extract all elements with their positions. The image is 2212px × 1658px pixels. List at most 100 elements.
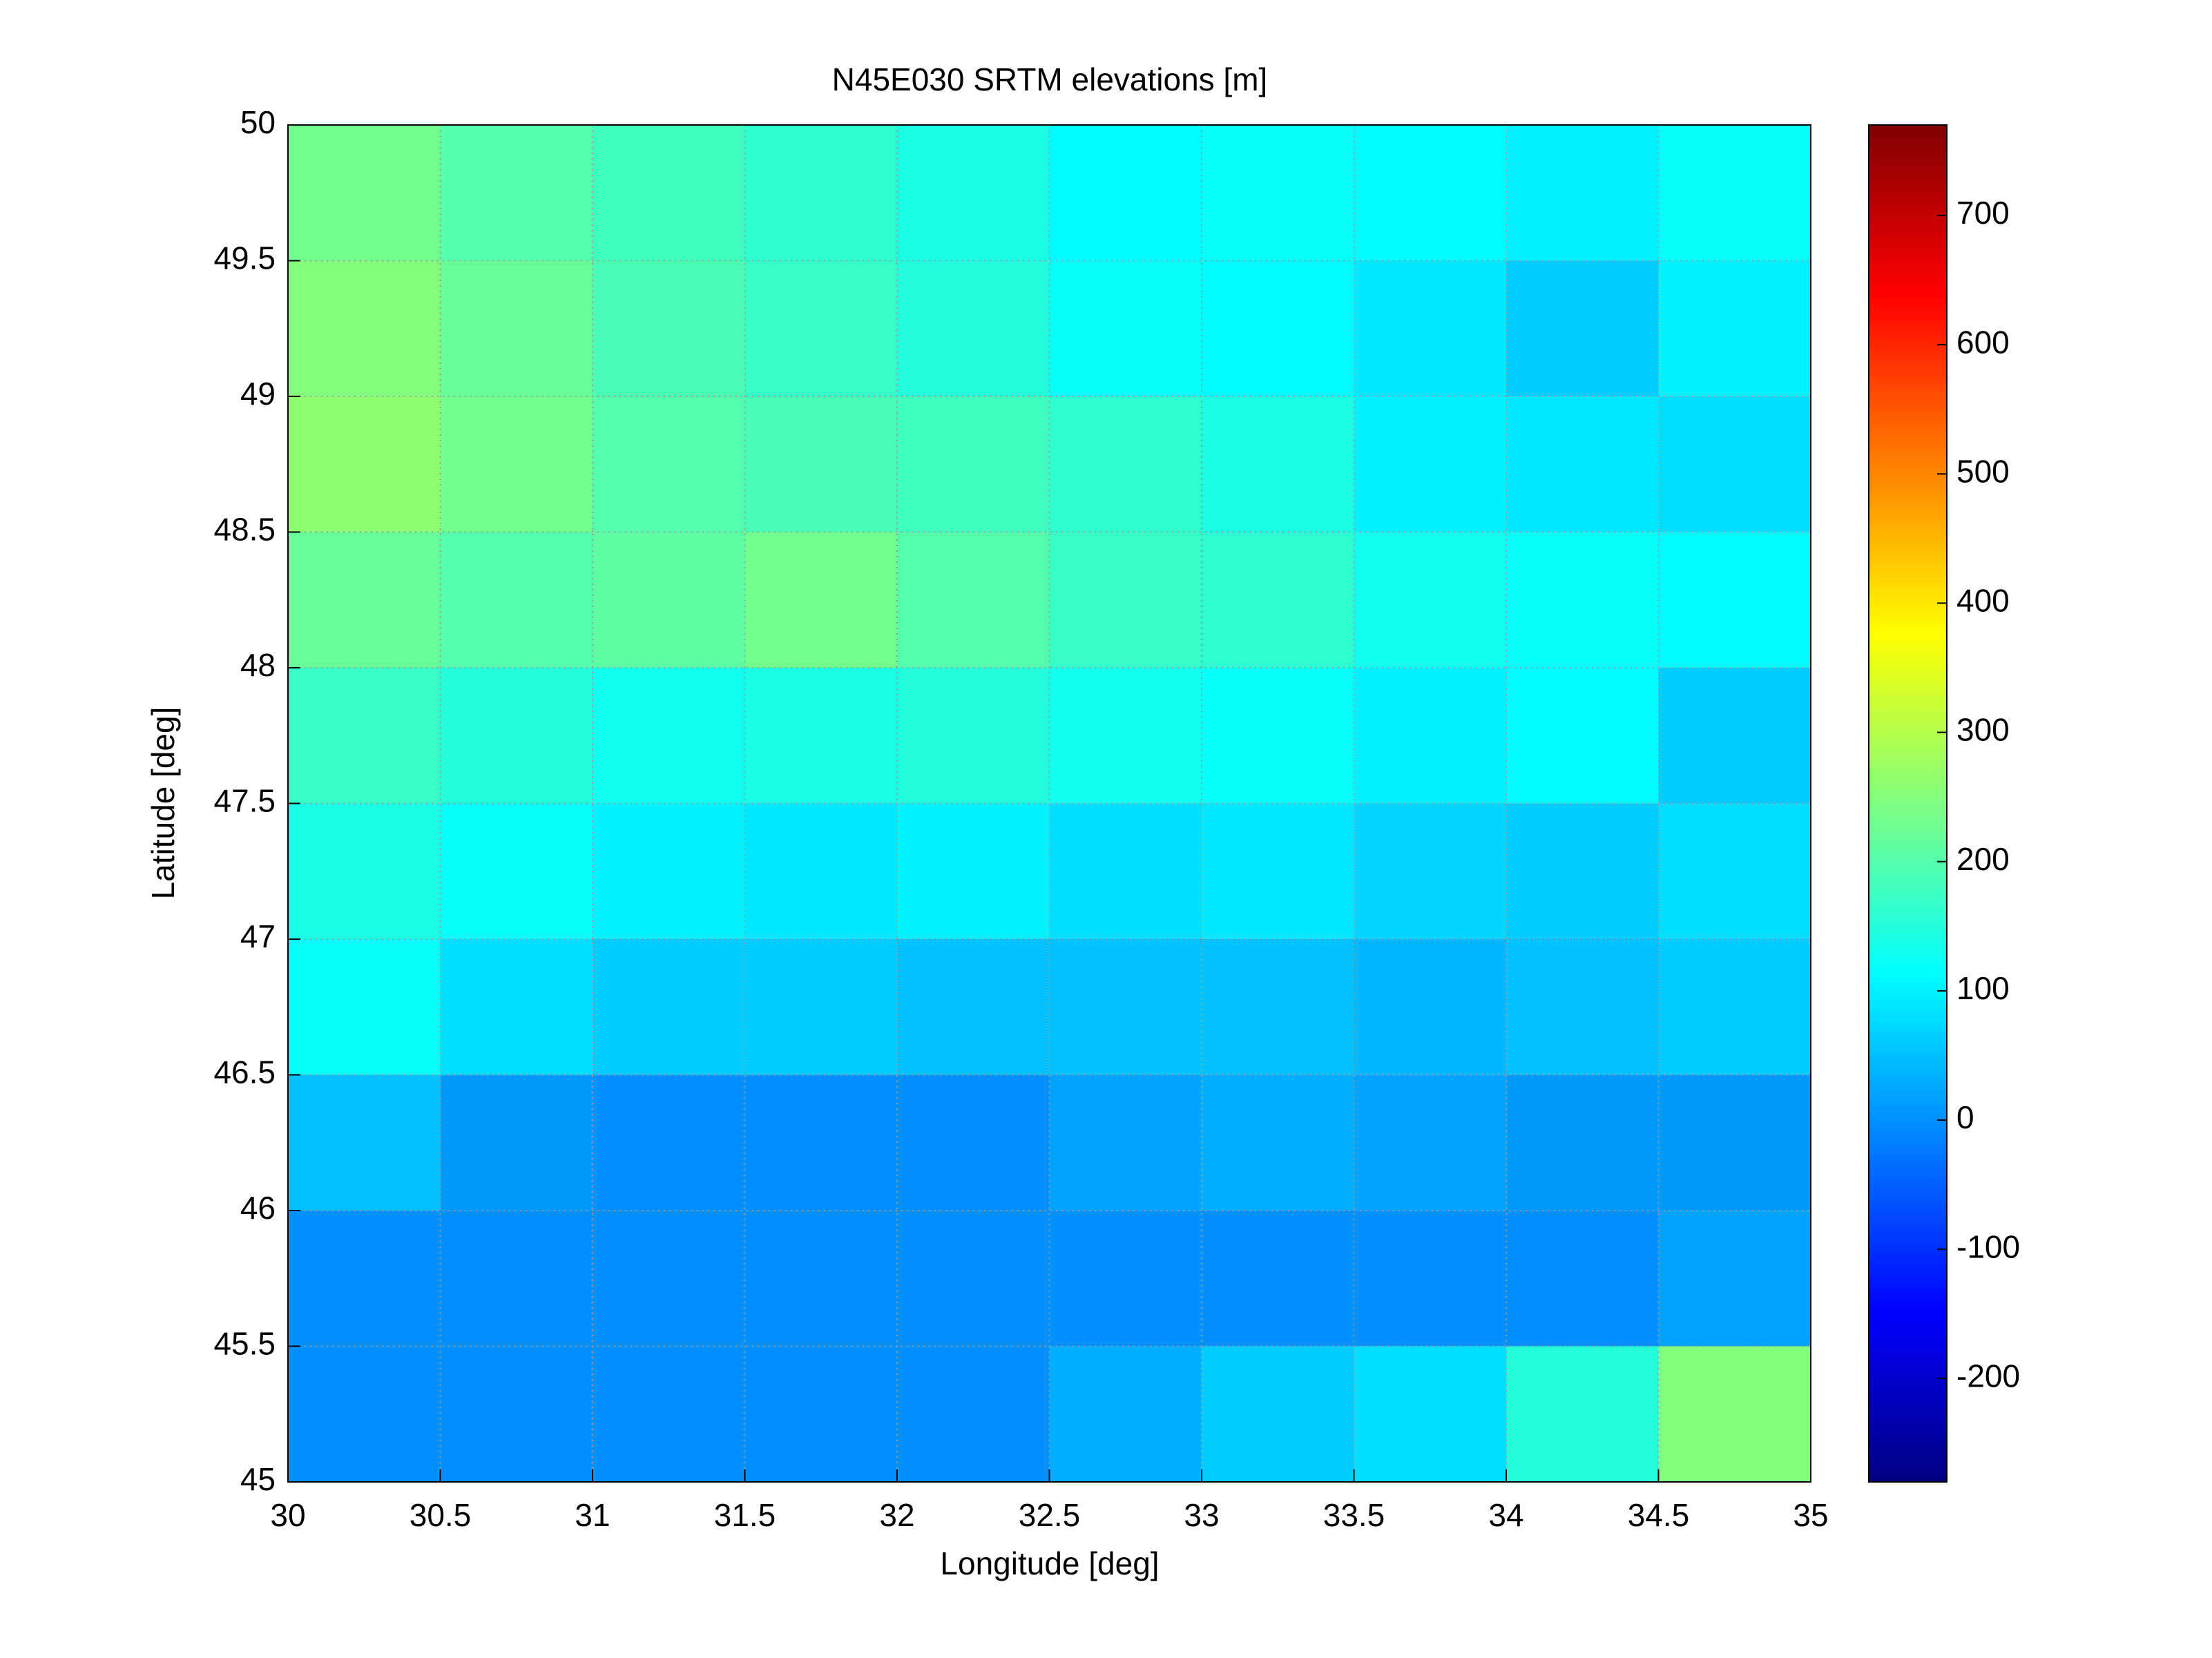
- heatmap-cell: [1202, 668, 1354, 804]
- heatmap-cell: [897, 939, 1050, 1075]
- heatmap-cell: [1202, 1211, 1354, 1347]
- heatmap-cell: [1049, 668, 1202, 804]
- colorbar-tick-label: 0: [1956, 1099, 1974, 1135]
- heatmap-cell: [440, 532, 593, 668]
- heatmap-cell: [897, 668, 1050, 804]
- heatmap-cell: [1354, 1211, 1507, 1347]
- heatmap-cell: [593, 668, 745, 804]
- x-tick-label: 34.5: [1628, 1497, 1690, 1533]
- x-tick-label: 33.5: [1323, 1497, 1385, 1533]
- heatmap-cell: [1658, 1346, 1811, 1483]
- heatmap-cell: [593, 1346, 745, 1483]
- heatmap-cell: [1506, 532, 1659, 668]
- heatmap-cell: [1202, 1346, 1354, 1483]
- heatmap-cell: [1658, 1211, 1811, 1347]
- heatmap-cell: [1202, 1074, 1354, 1211]
- heatmap-cell: [288, 532, 441, 668]
- heatmap-cell: [1506, 1074, 1659, 1211]
- heatmap-cell: [744, 532, 898, 668]
- heatmap-cell: [1202, 260, 1354, 397]
- heatmap-cell: [1354, 125, 1507, 261]
- heatmap-cell: [1658, 260, 1811, 397]
- y-tick-label: 46: [240, 1190, 276, 1226]
- heatmap-cell: [1202, 939, 1354, 1075]
- x-tick-label: 30: [270, 1497, 305, 1533]
- heatmap-cell: [288, 1346, 441, 1483]
- y-axis-label: Latitude [deg]: [145, 707, 181, 900]
- heatmap-cell: [1049, 396, 1202, 532]
- heatmap-cell: [744, 1211, 898, 1347]
- y-tick-label: 46.5: [213, 1054, 276, 1090]
- heatmap-cell: [1049, 1211, 1202, 1347]
- heatmap-cell: [897, 1211, 1050, 1347]
- heatmap-cell: [593, 1211, 745, 1347]
- heatmap-cell: [1506, 1346, 1659, 1483]
- heatmap-cell: [1506, 1211, 1659, 1347]
- heatmap-cell: [593, 1074, 745, 1211]
- heatmap-cell: [288, 1074, 441, 1211]
- heatmap-cell: [1354, 939, 1507, 1075]
- heatmap-cell: [1202, 532, 1354, 668]
- heatmap-cell: [593, 803, 745, 940]
- heatmap-cell: [1506, 803, 1659, 940]
- colorbar-tick-label: -200: [1956, 1358, 2020, 1394]
- heatmap-cell: [1506, 260, 1659, 397]
- x-tick-label: 33: [1184, 1497, 1219, 1533]
- colorbar-tick-label: 400: [1956, 583, 2010, 619]
- heatmap-cell: [1506, 939, 1659, 1075]
- heatmap-cell: [288, 668, 441, 804]
- heatmap-cell: [1354, 1074, 1507, 1211]
- heatmap-cell: [1658, 803, 1811, 940]
- heatmap-cell: [1354, 1346, 1507, 1483]
- heatmap-cell: [897, 803, 1050, 940]
- chart-title: N45E030 SRTM elevations [m]: [832, 61, 1268, 97]
- heatmap-cell: [288, 1211, 441, 1347]
- heatmap-cell: [1049, 803, 1202, 940]
- heatmap-cell: [744, 668, 898, 804]
- heatmap-cell: [593, 939, 745, 1075]
- heatmap-cell: [1354, 532, 1507, 668]
- heatmap-cell: [1202, 396, 1354, 532]
- y-tick-label: 45: [240, 1461, 276, 1497]
- heatmap-cell: [1202, 803, 1354, 940]
- y-tick-label: 49: [240, 376, 276, 412]
- y-tick-label: 47: [240, 918, 276, 954]
- x-tick-label: 31.5: [714, 1497, 776, 1533]
- heatmap-cell: [744, 396, 898, 532]
- heatmap-cell: [1506, 125, 1659, 261]
- heatmap-cell: [288, 803, 441, 940]
- heatmap-cell: [440, 1074, 593, 1211]
- heatmap-cell: [440, 1211, 593, 1347]
- y-tick-label: 45.5: [213, 1326, 276, 1362]
- heatmap-cell: [1658, 396, 1811, 532]
- colorbar-tick-label: 500: [1956, 453, 2010, 489]
- heatmap-cell: [288, 396, 441, 532]
- y-tick-label: 47.5: [213, 783, 276, 819]
- heatmap-cell: [1658, 1074, 1811, 1211]
- heatmap-cell: [593, 396, 745, 532]
- heatmap-cell: [897, 260, 1050, 397]
- heatmap-cell: [440, 125, 593, 261]
- heatmap-cell: [440, 668, 593, 804]
- heatmap-cell: [1049, 939, 1202, 1075]
- colorbar-tick-label: -100: [1956, 1228, 2020, 1264]
- x-tick-label: 35: [1793, 1497, 1828, 1533]
- heatmap-cell: [1354, 396, 1507, 532]
- heatmap-cell: [1049, 1346, 1202, 1483]
- heatmap-cell: [1202, 125, 1354, 261]
- heatmap-cell: [744, 939, 898, 1075]
- plot-frame: [287, 124, 1811, 1483]
- heatmap-cell: [1354, 260, 1507, 397]
- colorbar-tick-label: 300: [1956, 712, 2010, 748]
- colorbar: [1868, 124, 1947, 1483]
- heatmap-cell: [593, 260, 745, 397]
- heatmap-cell: [1506, 396, 1659, 532]
- heatmap-cell: [897, 1074, 1050, 1211]
- heatmap-cell: [288, 125, 441, 261]
- heatmap-cell: [1506, 668, 1659, 804]
- x-tick-label: 31: [575, 1497, 610, 1533]
- heatmap-cell: [593, 532, 745, 668]
- heatmap-cell: [1354, 668, 1507, 804]
- heatmap-cell: [1658, 668, 1811, 804]
